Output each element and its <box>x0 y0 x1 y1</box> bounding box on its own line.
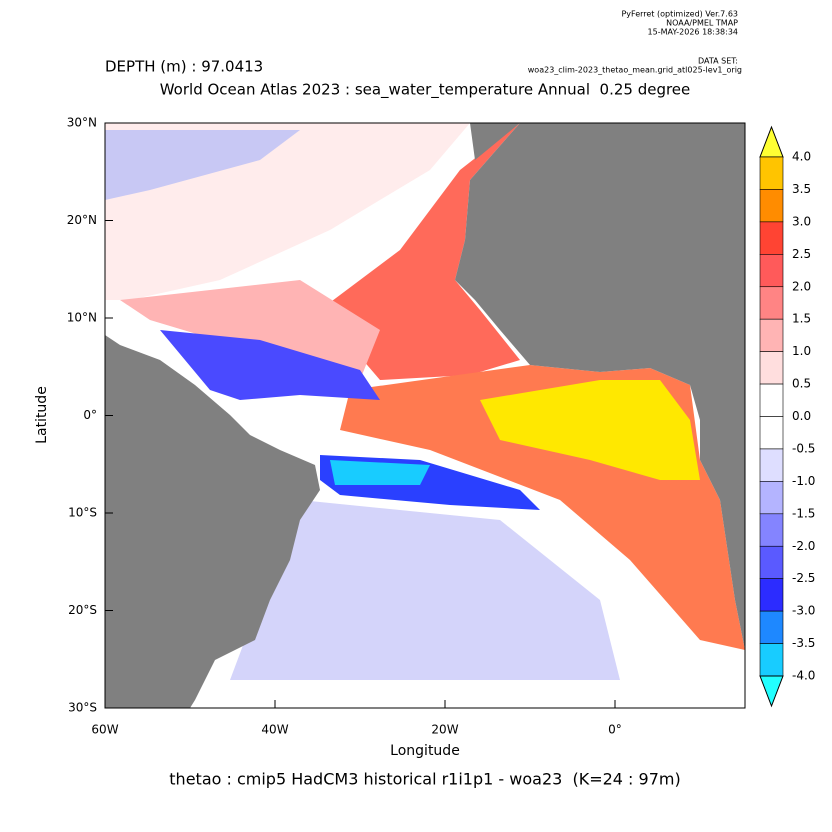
colorbar-box <box>759 286 784 320</box>
field-patch <box>480 380 700 480</box>
colorbar-label: -1.0 <box>792 474 815 488</box>
colorbar-label: -2.5 <box>792 571 815 585</box>
colorbar-box <box>759 610 784 644</box>
title: World Ocean Atlas 2023 : sea_water_tempe… <box>160 81 691 100</box>
colorbar-end <box>759 675 784 708</box>
field-patch <box>105 130 300 200</box>
colorbar-label: -4.0 <box>792 669 815 683</box>
x-tick-label: 40W <box>261 723 288 737</box>
africa <box>455 123 745 650</box>
lab: NOAA/PMEL TMAP <box>666 19 738 28</box>
x-tick-label: 0° <box>608 723 622 737</box>
field-patch <box>120 280 380 380</box>
south-america <box>105 335 320 708</box>
colorbar-label: -0.5 <box>792 441 815 455</box>
colorbar-label: 2.0 <box>792 279 811 293</box>
colorbar-label: -1.5 <box>792 506 815 520</box>
colorbar-label: 3.0 <box>792 214 811 228</box>
x-axis-label: Longitude <box>390 743 460 759</box>
colorbar-box <box>759 513 784 547</box>
y-tick-label: 20°N <box>67 213 97 227</box>
colorbar-label: 2.5 <box>792 247 811 261</box>
x-tick-label: 60W <box>91 723 118 737</box>
colorbar-box <box>759 643 784 677</box>
colorbar-box <box>759 254 784 288</box>
colorbar-label: 3.5 <box>792 182 811 196</box>
depth: DEPTH (m) : 97.0413 <box>105 58 263 76</box>
y-tick-label: 10°N <box>67 311 97 325</box>
y-tick-label: 20°S <box>68 603 97 617</box>
footer: thetao : cmip5 HadCM3 historical r1i1p1 … <box>169 770 680 789</box>
colorbar-label: 1.0 <box>792 344 811 358</box>
x-tick-label: 20W <box>431 723 458 737</box>
colorbar-box <box>759 448 784 482</box>
colorbar-box <box>759 578 784 612</box>
y-tick-label: 30°S <box>68 701 97 715</box>
field-patch <box>160 330 380 400</box>
colorbar-box <box>759 189 784 223</box>
colorbar-end <box>759 125 784 158</box>
dataset: woa23_clim-2023_thetao_mean.grid_atl025-… <box>528 66 742 75</box>
colorbar-box <box>759 481 784 515</box>
software: PyFerret (optimized) Ver.7.63 <box>621 10 738 19</box>
colorbar-label: -3.0 <box>792 604 815 618</box>
colorbar-label: 0.0 <box>792 409 811 423</box>
dataset-label: DATA SET: <box>698 57 738 66</box>
date: 15-MAY-2026 18:38:34 <box>648 28 738 37</box>
colorbar-label: 0.5 <box>792 377 811 391</box>
colorbar-box <box>759 221 784 255</box>
colorbar-box <box>759 416 784 450</box>
colorbar-label: 4.0 <box>792 150 811 164</box>
colorbar-label: -3.5 <box>792 636 815 650</box>
colorbar-box <box>759 383 784 417</box>
y-tick-label: 0° <box>83 408 97 422</box>
map <box>104 122 746 709</box>
colorbar-box <box>759 545 784 579</box>
field-patch <box>230 500 620 680</box>
colorbar-box <box>759 156 784 190</box>
colorbar-box <box>759 351 784 385</box>
colorbar-label: -2.0 <box>792 539 815 553</box>
colorbar-box <box>759 318 784 352</box>
y-axis-label: Latitude <box>34 386 50 444</box>
y-tick-label: 10°S <box>68 506 97 520</box>
field-patch <box>330 460 430 485</box>
field-patch <box>320 123 520 380</box>
colorbar-label: 1.5 <box>792 312 811 326</box>
y-tick-label: 30°N <box>67 116 97 130</box>
